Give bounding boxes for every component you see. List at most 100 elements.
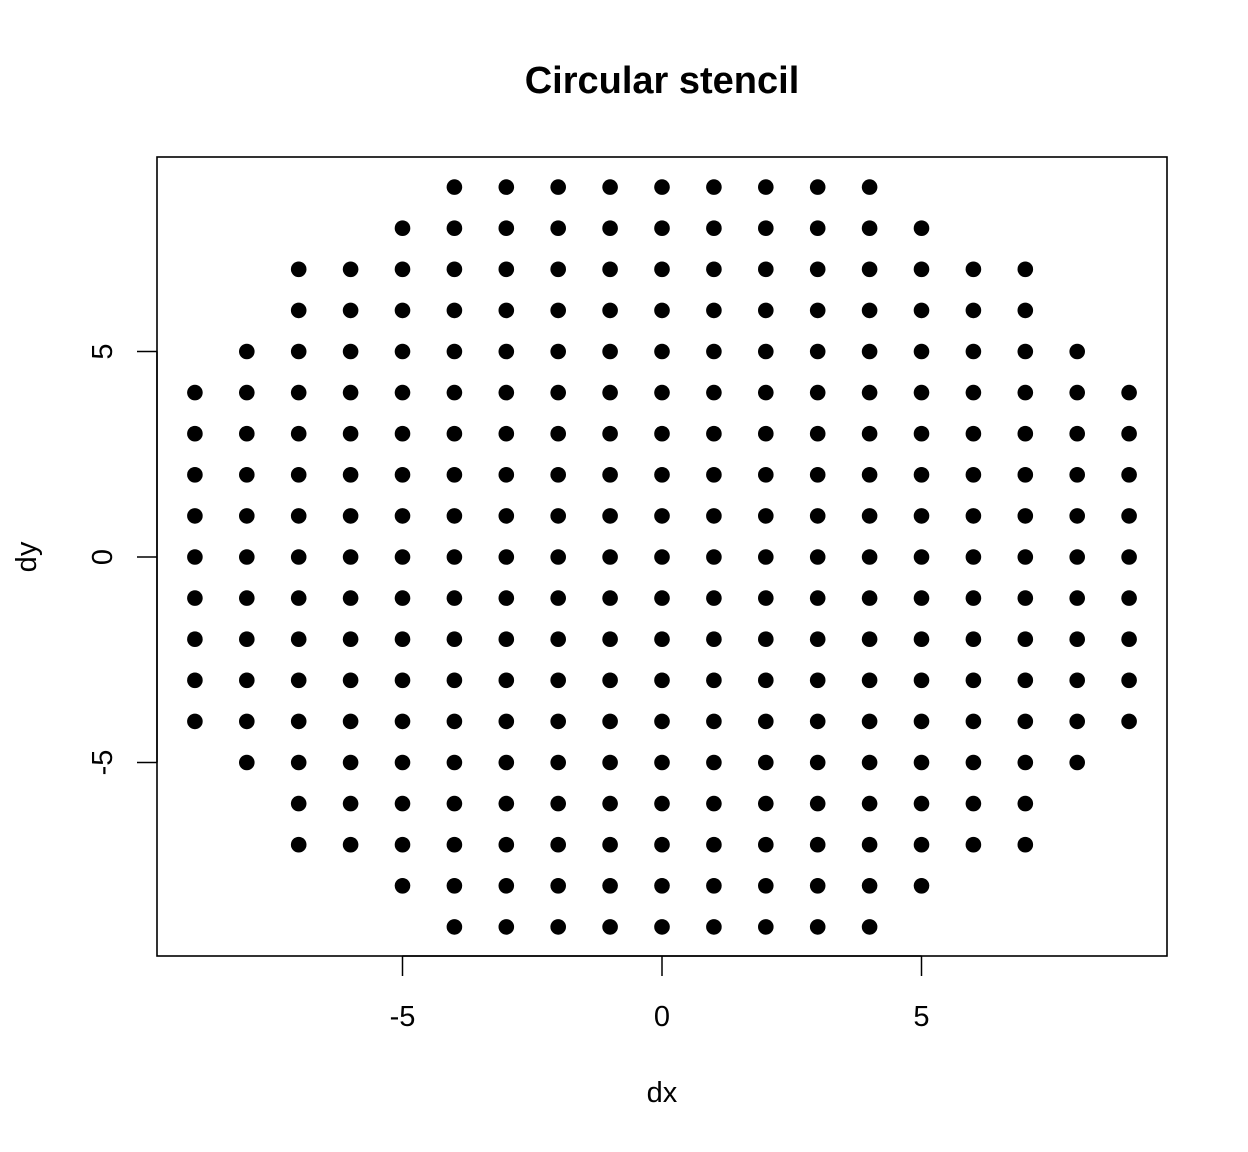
- data-point: [394, 220, 411, 236]
- x-axis-label: dx: [647, 1077, 678, 1109]
- data-point: [758, 919, 774, 935]
- data-point: [446, 425, 463, 442]
- data-point: [1017, 425, 1034, 442]
- data-point: [706, 919, 722, 935]
- data-point: [1069, 631, 1085, 647]
- data-point: [446, 467, 463, 483]
- data-point: [861, 713, 878, 730]
- data-point: [809, 425, 826, 442]
- data-point: [187, 631, 203, 647]
- data-point: [239, 754, 255, 771]
- data-point: [861, 467, 878, 483]
- data-point: [965, 384, 982, 401]
- data-point: [290, 836, 307, 853]
- data-point: [498, 220, 515, 236]
- data-point: [290, 261, 307, 278]
- data-point: [290, 467, 307, 483]
- data-point: [446, 261, 463, 278]
- data-point: [1121, 631, 1137, 647]
- data-point: [758, 467, 774, 483]
- data-point: [1069, 672, 1085, 689]
- data-point: [809, 878, 826, 894]
- data-point: [706, 836, 722, 853]
- data-point: [1069, 384, 1085, 401]
- data-point: [654, 508, 670, 524]
- data-point: [342, 672, 359, 689]
- data-point: [290, 343, 307, 360]
- data-point: [602, 590, 618, 606]
- data-point: [1121, 549, 1137, 565]
- data-point: [239, 713, 255, 730]
- data-point: [550, 343, 566, 360]
- data-point: [965, 836, 982, 853]
- data-point: [758, 425, 774, 442]
- data-point: [394, 631, 411, 647]
- data-point: [913, 795, 930, 812]
- data-point: [498, 919, 515, 935]
- data-point: [758, 343, 774, 360]
- data-point: [965, 343, 982, 360]
- data-point: [239, 343, 255, 360]
- data-point: [706, 590, 722, 606]
- data-point: [706, 631, 722, 647]
- data-point: [861, 549, 878, 565]
- data-point: [861, 220, 878, 236]
- data-point: [290, 590, 307, 606]
- data-point: [1121, 467, 1137, 483]
- y-tick-label: -5: [87, 750, 119, 776]
- data-point: [861, 179, 878, 195]
- data-point: [809, 590, 826, 606]
- data-point: [861, 343, 878, 360]
- data-point: [342, 384, 359, 401]
- data-point: [394, 384, 411, 401]
- data-point: [706, 302, 722, 319]
- data-point: [498, 631, 515, 647]
- data-point: [758, 179, 774, 195]
- data-point: [758, 754, 774, 771]
- data-point: [342, 425, 359, 442]
- data-point: [809, 343, 826, 360]
- data-point: [913, 549, 930, 565]
- data-point: [758, 672, 774, 689]
- data-point: [498, 672, 515, 689]
- data-point: [809, 631, 826, 647]
- data-point: [913, 836, 930, 853]
- data-point: [550, 467, 566, 483]
- data-point: [602, 713, 618, 730]
- data-point: [239, 508, 255, 524]
- points-layer: [187, 179, 1137, 935]
- data-point: [654, 343, 670, 360]
- data-point: [809, 754, 826, 771]
- data-point: [706, 713, 722, 730]
- data-point: [446, 384, 463, 401]
- data-point: [758, 795, 774, 812]
- data-point: [965, 754, 982, 771]
- data-point: [446, 343, 463, 360]
- data-point: [1017, 754, 1034, 771]
- data-point: [654, 590, 670, 606]
- data-point: [290, 549, 307, 565]
- data-point: [861, 590, 878, 606]
- data-point: [1121, 672, 1137, 689]
- data-point: [913, 220, 930, 236]
- data-point: [1069, 713, 1085, 730]
- data-point: [498, 754, 515, 771]
- data-point: [965, 631, 982, 647]
- data-point: [394, 672, 411, 689]
- data-point: [550, 220, 566, 236]
- data-point: [706, 754, 722, 771]
- data-point: [654, 220, 670, 236]
- data-point: [861, 795, 878, 812]
- data-point: [602, 878, 618, 894]
- data-point: [758, 384, 774, 401]
- data-point: [498, 508, 515, 524]
- data-point: [602, 508, 618, 524]
- data-point: [654, 672, 670, 689]
- data-point: [498, 549, 515, 565]
- data-point: [394, 549, 411, 565]
- data-point: [965, 467, 982, 483]
- data-point: [1069, 508, 1085, 524]
- data-point: [394, 302, 411, 319]
- data-point: [1121, 713, 1137, 730]
- data-point: [861, 631, 878, 647]
